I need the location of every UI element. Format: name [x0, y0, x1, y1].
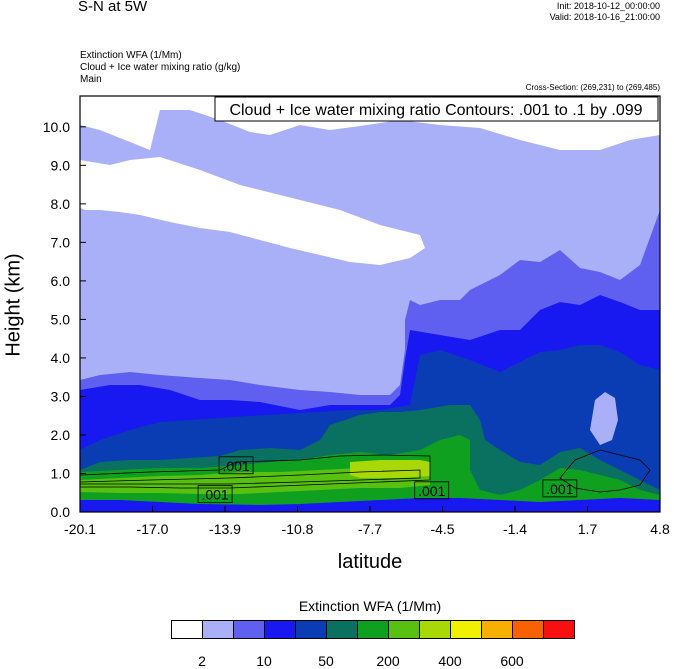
x-tick-label: -10.8: [282, 521, 314, 537]
colorbar-label: 600: [500, 653, 524, 669]
contour-lines: [79, 449, 651, 493]
colorbar-swatch: [450, 620, 482, 639]
colorbar-swatch: [419, 620, 451, 639]
main-title: S-N at 5W: [78, 0, 148, 15]
colorbar-label: 400: [438, 653, 462, 669]
colorbar-swatch: [543, 620, 575, 639]
contour-fill: [80, 96, 660, 512]
colorbar-swatch: [357, 620, 389, 639]
yellow-green-band: [350, 460, 430, 478]
colorbar-swatch: [481, 620, 513, 639]
colorbar-label: 50: [318, 653, 334, 669]
y-tick-label: 8.0: [51, 196, 71, 212]
colorbar-swatch: [295, 620, 327, 639]
colorbar-label: 2: [198, 653, 206, 669]
x-tick-label: -17.0: [137, 521, 169, 537]
x-tick-label: -7.7: [358, 521, 382, 537]
y-axis-label: Height (km): [2, 253, 25, 357]
x-tick-label: -1.4: [503, 521, 527, 537]
lavender-patch: [590, 392, 618, 445]
contour-label: .001: [418, 483, 445, 499]
y-tick-label: 2.0: [51, 427, 71, 443]
contour-label-box: [414, 481, 450, 500]
colorbar-label: 10: [256, 653, 272, 669]
valid-time: Valid: 2018-10-16_21:00:00: [549, 12, 660, 22]
contour-label: .001: [222, 458, 249, 474]
y-axis-ticks: 0.0 1.0 2.0 3.0 4.0 5.0 6.0 7.0 8.0 9.0 10.0: [43, 119, 86, 520]
colorbar-swatch: [388, 620, 420, 639]
y-tick-label: 1.0: [51, 465, 71, 481]
colorbar-label: 200: [376, 653, 400, 669]
y-tick-label: 6.0: [51, 273, 71, 289]
contour-label-box: [542, 479, 578, 498]
contour-label-layer: .001 .001 .001 .001: [197, 456, 578, 504]
contour-label: .001: [546, 481, 573, 497]
y-tick-label: 5.0: [51, 311, 71, 327]
contour-label: .001: [201, 487, 228, 503]
x-axis-label: latitude: [337, 551, 403, 573]
init-time: Init: 2018-10-12_00:00:00: [556, 1, 660, 11]
y-tick-label: 3.0: [51, 388, 71, 404]
contour-label-box: [197, 485, 233, 504]
colorbar-swatch: [171, 620, 203, 639]
cross-section-label: Cross-Section: (269,231) to (269,485): [525, 83, 660, 92]
contour-label-box: [218, 456, 254, 475]
field-label-cloud-ice: Cloud + Ice water mixing ratio (g/kg): [80, 62, 241, 73]
x-tick-label: -13.9: [209, 521, 241, 537]
y-tick-label: 7.0: [51, 234, 71, 250]
x-axis-ticks: -20.1 -17.0 -13.9 -10.8 -7.7 -4.5 -1.4 1.7 4.8: [64, 506, 670, 537]
x-tick-label: 1.7: [578, 521, 598, 537]
field-label-extinction: Extinction WFA (1/Mm): [80, 50, 182, 61]
y-tick-label: 10.0: [43, 119, 70, 135]
colorbar-swatch: [233, 620, 265, 639]
x-tick-label: -20.1: [64, 521, 96, 537]
y-tick-label: 4.0: [51, 350, 71, 366]
contour-info-text: Cloud + Ice water mixing ratio Contours:…: [229, 102, 642, 119]
colorbar-swatch: [202, 620, 234, 639]
contour-info-box: Cloud + Ice water mixing ratio Contours:…: [214, 96, 659, 122]
y-tick-label: 0.0: [51, 504, 71, 520]
colorbar-title: Extinction WFA (1/Mm): [298, 598, 442, 614]
colorbar-swatch: [326, 620, 358, 639]
colorbar-swatch: [264, 620, 296, 639]
field-label-main: Main: [80, 74, 102, 85]
plot-frame: [79, 95, 661, 513]
x-tick-label: 4.8: [650, 521, 670, 537]
white-region-cloud: [80, 157, 425, 265]
x-tick-label: -4.5: [430, 521, 454, 537]
colorbar-swatch: [512, 620, 544, 639]
y-tick-label: 9.0: [51, 157, 71, 173]
